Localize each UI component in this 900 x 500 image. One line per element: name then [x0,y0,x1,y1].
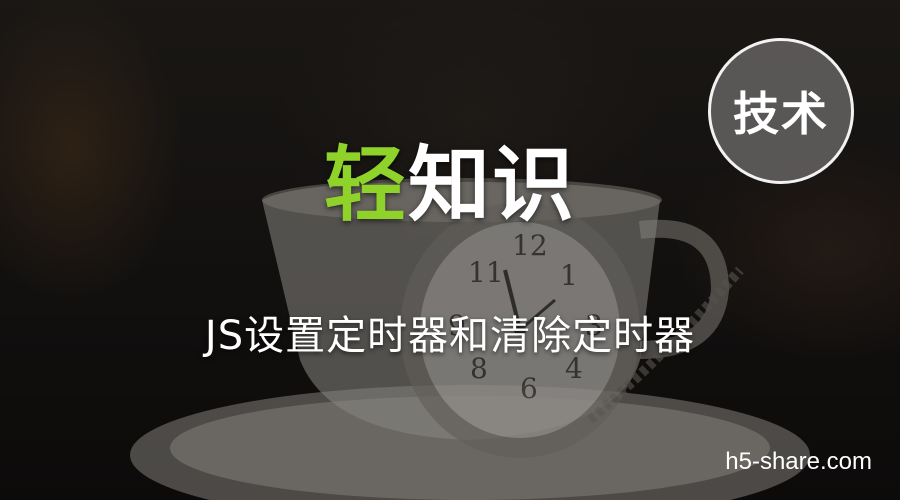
svg-text:8: 8 [470,352,488,385]
site-watermark: h5-share.com [725,448,872,475]
badge-label: 技术 [733,87,829,141]
svg-text:11: 11 [468,256,504,289]
svg-text:4: 4 [565,352,583,385]
svg-text:3: 3 [585,309,603,342]
svg-text:6: 6 [520,372,538,405]
title-accent: 轻 [323,138,408,233]
svg-text:9: 9 [448,309,466,342]
page-title: 轻知识 [0,136,900,236]
category-badge: 技术 [708,38,854,184]
svg-text:1: 1 [560,259,578,292]
subtitle: JS设置定时器和清除定时器 [204,313,696,359]
title-main: 知识 [408,138,577,233]
pocket-watch: 12 1 3 4 6 8 9 11 [400,202,744,458]
svg-text:12: 12 [512,229,548,262]
